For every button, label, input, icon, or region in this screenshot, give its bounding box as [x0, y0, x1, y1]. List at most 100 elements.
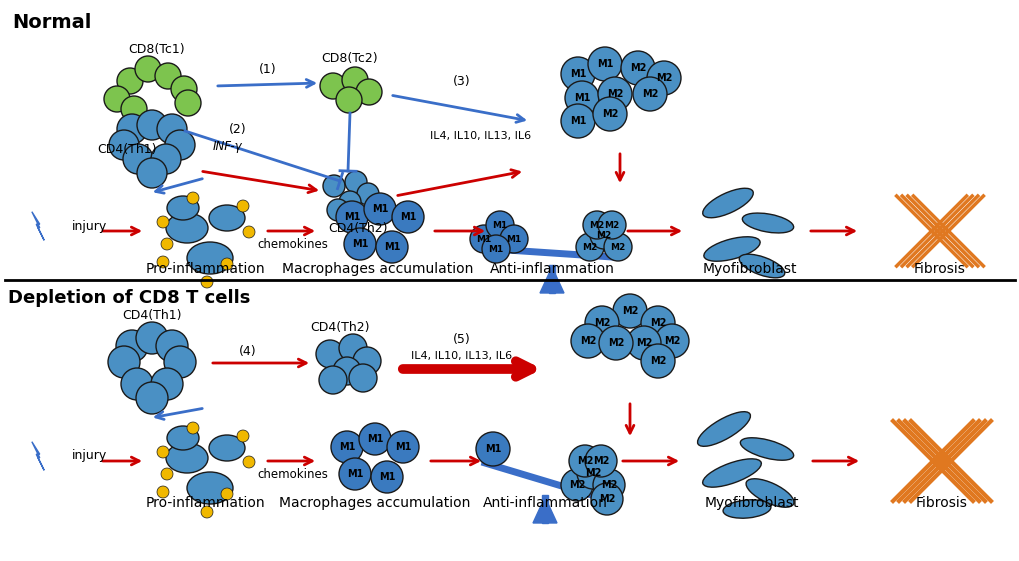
Text: M2: M2 [655, 73, 672, 83]
Circle shape [470, 225, 497, 253]
Point [485, 246, 497, 252]
Text: IL4, IL10, IL13, IL6: IL4, IL10, IL13, IL6 [430, 131, 531, 141]
Text: M1: M1 [378, 472, 394, 482]
Circle shape [157, 216, 169, 228]
Circle shape [155, 63, 180, 89]
Circle shape [633, 77, 666, 111]
Circle shape [356, 79, 382, 105]
Ellipse shape [186, 472, 232, 504]
Circle shape [121, 368, 153, 400]
Text: Myofibroblast: Myofibroblast [704, 496, 799, 510]
Text: M1: M1 [346, 469, 363, 479]
Text: M2: M2 [582, 242, 597, 251]
Circle shape [589, 221, 618, 249]
Circle shape [485, 211, 514, 239]
Circle shape [157, 256, 169, 268]
Circle shape [323, 175, 344, 197]
Text: M1: M1 [476, 234, 491, 243]
Circle shape [123, 144, 153, 174]
Ellipse shape [739, 254, 784, 278]
Text: M2: M2 [584, 468, 600, 478]
Circle shape [151, 368, 182, 400]
Text: injury: injury [72, 219, 107, 232]
Bar [541, 495, 547, 523]
Circle shape [137, 110, 167, 140]
Circle shape [137, 158, 167, 188]
Circle shape [201, 276, 213, 288]
Text: M2: M2 [649, 356, 665, 366]
Circle shape [327, 199, 348, 221]
Point [605, 254, 618, 260]
Ellipse shape [166, 213, 208, 243]
Circle shape [151, 144, 180, 174]
Circle shape [476, 432, 510, 466]
Circle shape [335, 87, 362, 113]
Circle shape [592, 97, 627, 131]
Line: 2 pts: 2 pts [484, 463, 604, 499]
Text: Normal: Normal [12, 13, 92, 32]
Circle shape [331, 431, 363, 463]
Circle shape [343, 228, 376, 260]
Circle shape [587, 47, 622, 81]
Text: M1: M1 [394, 442, 411, 452]
Circle shape [499, 225, 528, 253]
Text: Fibrosis: Fibrosis [913, 262, 965, 276]
Circle shape [565, 81, 598, 115]
Circle shape [597, 211, 626, 239]
Text: M2: M2 [604, 220, 619, 229]
Polygon shape [533, 497, 556, 523]
Circle shape [560, 469, 592, 501]
Text: M2: M2 [579, 336, 595, 346]
Circle shape [221, 488, 232, 500]
Text: CD8(Tc1): CD8(Tc1) [128, 43, 185, 56]
Text: M1: M1 [488, 245, 503, 254]
Circle shape [640, 344, 675, 378]
Circle shape [165, 130, 195, 160]
Text: M2: M2 [598, 494, 614, 504]
Circle shape [135, 56, 161, 82]
Text: (5): (5) [452, 333, 471, 346]
Text: M1: M1 [574, 93, 590, 103]
Circle shape [569, 445, 600, 477]
Circle shape [592, 469, 625, 501]
Circle shape [654, 324, 688, 358]
Ellipse shape [722, 500, 770, 518]
Text: Anti-inflammation: Anti-inflammation [482, 496, 607, 510]
Circle shape [171, 76, 197, 102]
Circle shape [157, 486, 169, 498]
Text: M2: M2 [607, 338, 624, 348]
Point [478, 459, 490, 466]
Text: CD8(Tc2): CD8(Tc2) [321, 52, 378, 65]
Text: Myofibroblast: Myofibroblast [702, 262, 797, 276]
Text: M2: M2 [601, 109, 618, 119]
Ellipse shape [740, 438, 793, 460]
Text: M1: M1 [505, 234, 521, 243]
Ellipse shape [702, 188, 753, 218]
Circle shape [121, 96, 147, 122]
Bar [548, 265, 554, 293]
Ellipse shape [186, 242, 232, 274]
Ellipse shape [209, 435, 245, 461]
Circle shape [117, 68, 143, 94]
Ellipse shape [167, 196, 199, 220]
Text: CD4(Th2): CD4(Th2) [328, 222, 387, 234]
Text: (2): (2) [229, 122, 247, 136]
Text: M1: M1 [596, 59, 612, 69]
Circle shape [621, 51, 654, 85]
Circle shape [186, 422, 199, 434]
Text: M1: M1 [352, 239, 368, 249]
Circle shape [136, 382, 168, 414]
Text: chemokines: chemokines [257, 467, 327, 481]
Circle shape [348, 364, 377, 392]
Circle shape [583, 211, 610, 239]
Ellipse shape [703, 237, 759, 261]
Circle shape [357, 183, 379, 205]
Text: Depletion of CD8 T cells: Depletion of CD8 T cells [8, 289, 250, 307]
Polygon shape [32, 442, 44, 470]
Text: Pro-inflammation: Pro-inflammation [145, 262, 265, 276]
Circle shape [335, 201, 368, 233]
Circle shape [603, 233, 632, 261]
Circle shape [646, 61, 681, 95]
Circle shape [186, 192, 199, 204]
Text: chemokines: chemokines [257, 237, 327, 251]
